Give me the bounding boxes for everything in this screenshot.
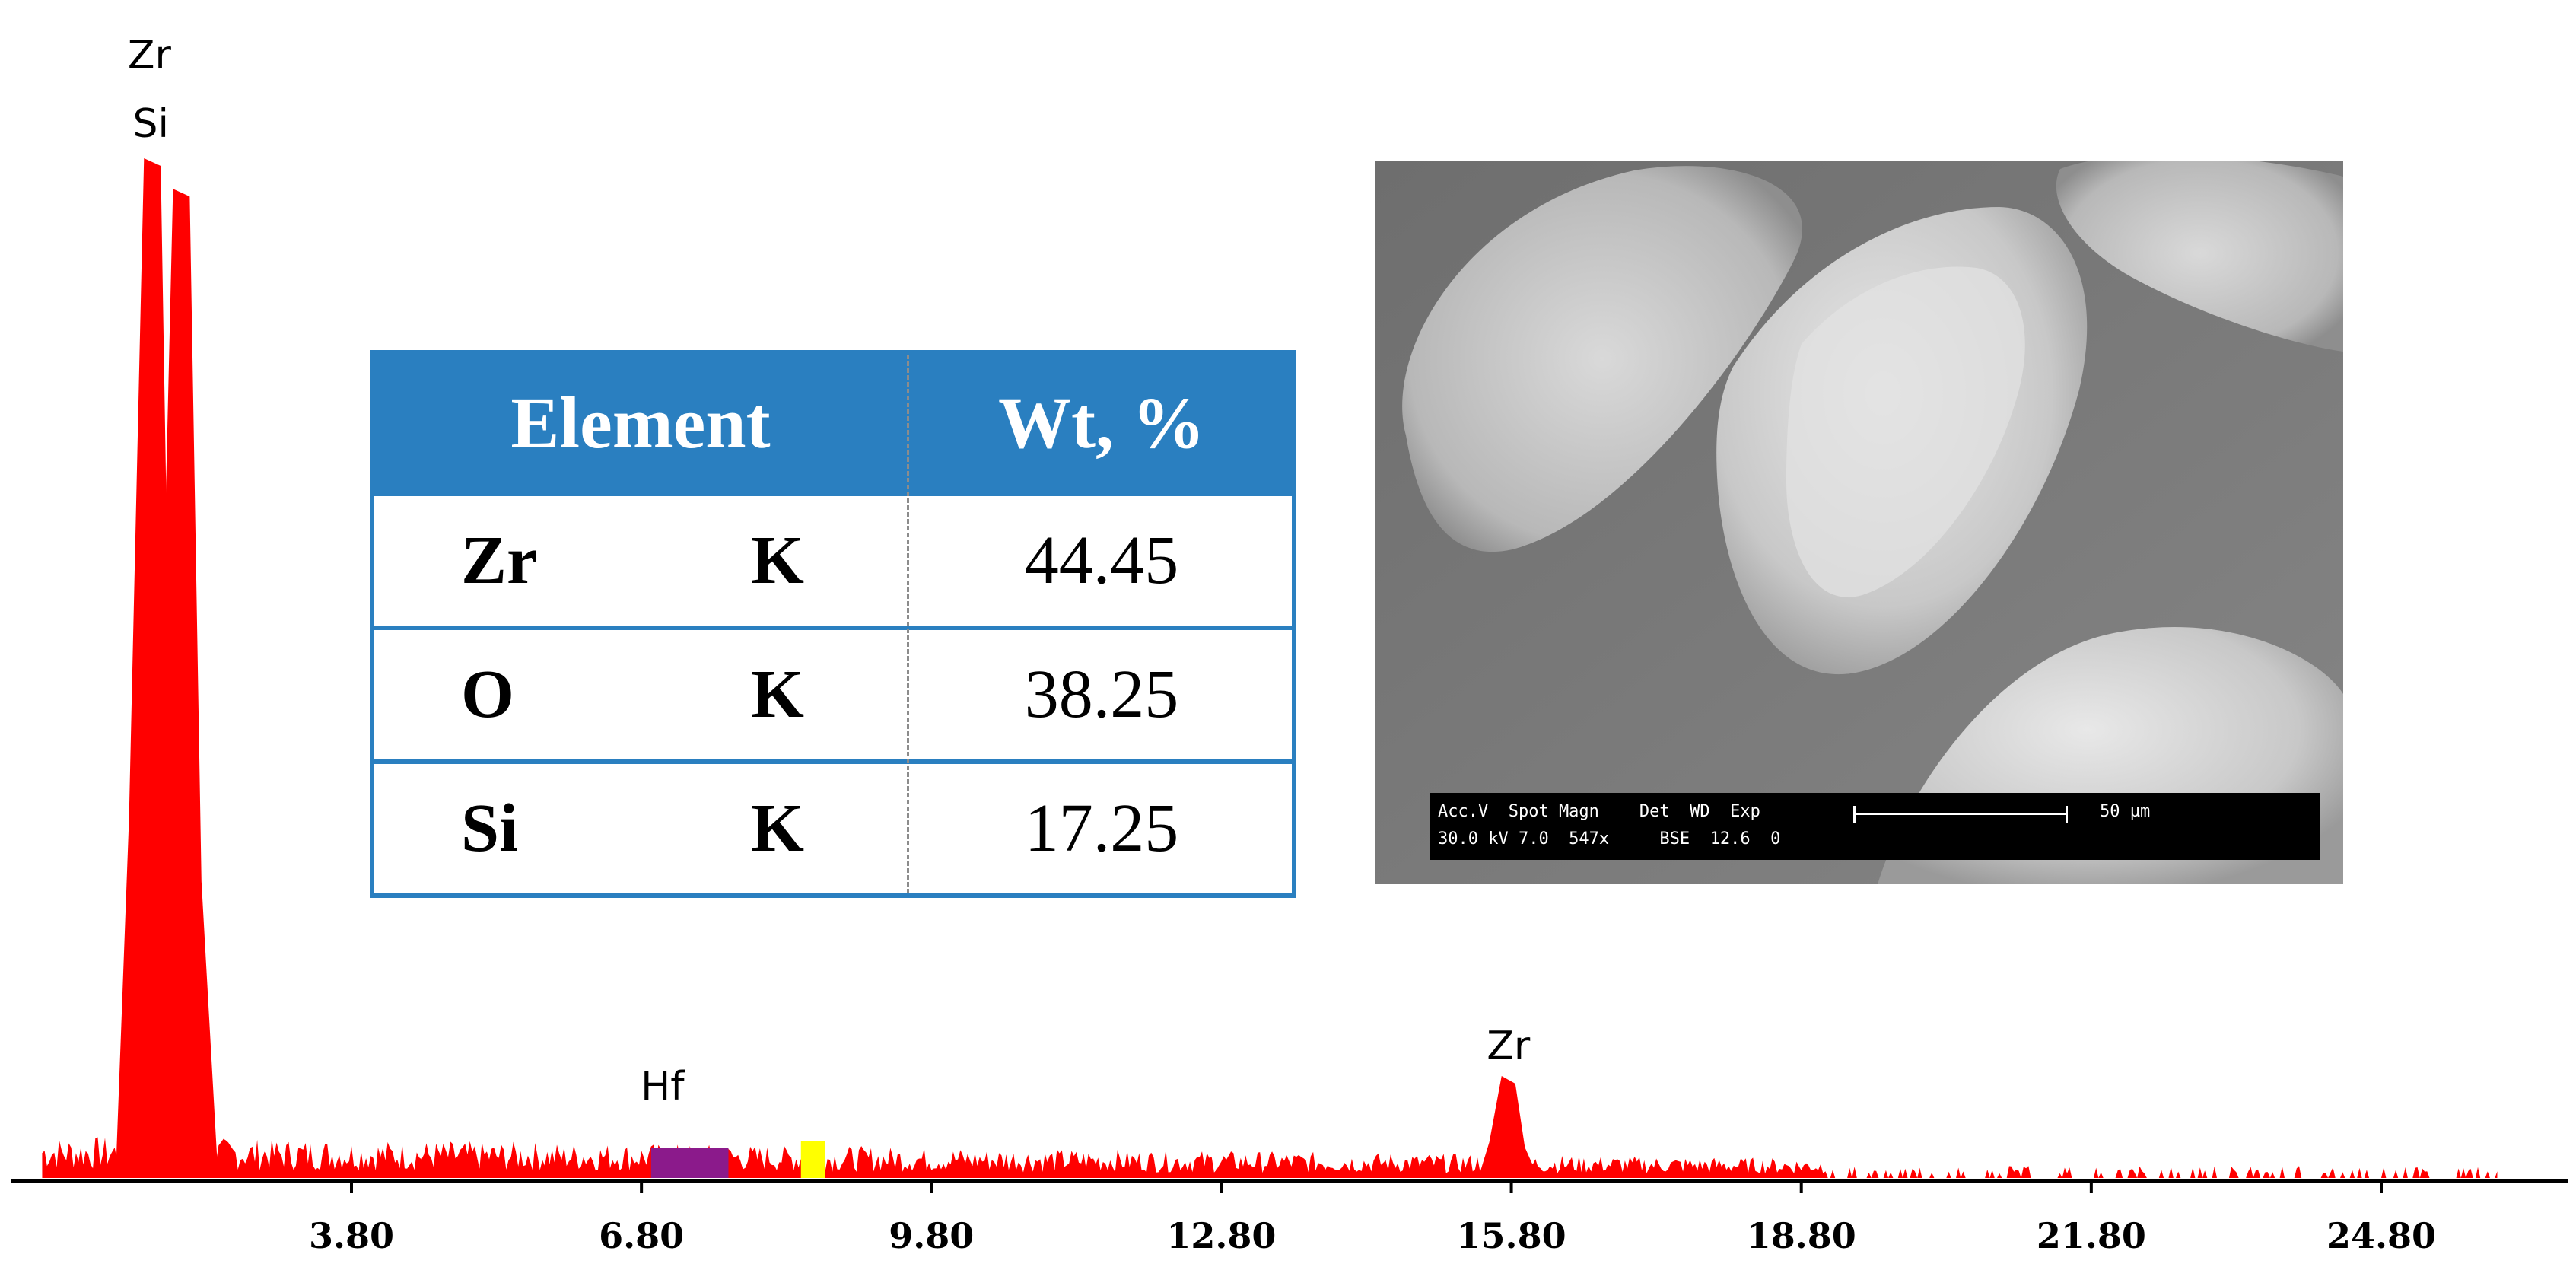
scale-bar bbox=[1853, 806, 2068, 823]
header-element: Element bbox=[510, 382, 771, 463]
grain-top-left bbox=[1402, 166, 1802, 552]
peak-label-zr: Zr bbox=[128, 33, 172, 78]
sem-info-values: 30.0 kV 7.0 547x BSE 12.6 0 bbox=[1438, 829, 1781, 848]
x-tick-label: 6.80 bbox=[599, 1215, 684, 1256]
peak-label-si: Si bbox=[133, 101, 169, 147]
cell-line: K bbox=[751, 523, 805, 598]
peak-zr-3 bbox=[1478, 1076, 1539, 1178]
x-tick-label: 21.80 bbox=[2037, 1215, 2146, 1256]
table-row: Zr K 44.45 bbox=[374, 492, 1292, 626]
column-divider bbox=[907, 355, 909, 893]
x-tick-label: 3.80 bbox=[309, 1215, 394, 1256]
table-header: Element Wt, % bbox=[374, 355, 1292, 492]
cell-element: Si bbox=[461, 791, 519, 866]
table-row: O K 38.25 bbox=[374, 626, 1292, 759]
peak-label-hf: Hf bbox=[641, 1064, 685, 1109]
x-tick-label: 24.80 bbox=[2326, 1215, 2436, 1256]
cell-line: K bbox=[751, 657, 805, 732]
cell-wt: 38.25 bbox=[1024, 657, 1179, 732]
sem-info-bar: Acc.V Spot Magn Det WD Exp 30.0 kV 7.0 5… bbox=[1430, 793, 2320, 860]
spectrum-peaks bbox=[115, 158, 1539, 1179]
peak-label-zr: Zr bbox=[1487, 1023, 1531, 1069]
cell-element: Zr bbox=[461, 523, 537, 598]
peak-labels: Si Zr Hf Zr bbox=[128, 33, 1531, 1109]
composition-table: Element Wt, % Zr K 44.45 O K 38.25 Si K … bbox=[370, 350, 1296, 898]
cell-element: O bbox=[461, 657, 515, 732]
spectrum-continuum bbox=[42, 1137, 2498, 1178]
spectrum-background bbox=[42, 1137, 2498, 1178]
grain-top-right bbox=[2056, 161, 2343, 352]
cell-wt: 44.45 bbox=[1024, 523, 1179, 598]
peak-zr-1 bbox=[144, 189, 218, 1179]
cell-wt: 17.25 bbox=[1024, 791, 1179, 866]
scale-bar-label: 50 µm bbox=[2100, 802, 2151, 821]
x-tick-label: 18.80 bbox=[1747, 1215, 1856, 1256]
sem-image bbox=[1375, 161, 2343, 884]
sem-info-labels: Acc.V Spot Magn Det WD Exp bbox=[1438, 802, 1760, 821]
table-row: Si K 17.25 bbox=[374, 759, 1292, 893]
x-tick-label: 15.80 bbox=[1457, 1215, 1566, 1256]
x-tick-label: 9.80 bbox=[889, 1215, 974, 1256]
peak-marker-band bbox=[800, 1141, 825, 1178]
sem-micrograph: Acc.V Spot Magn Det WD Exp 30.0 kV 7.0 5… bbox=[1375, 161, 2343, 884]
x-axis-ticks: 3.80 6.80 9.80 12.80 15.80 18.80 21.80 24.80 bbox=[309, 1181, 2436, 1256]
cell-line: K bbox=[751, 791, 805, 866]
x-tick-label: 12.80 bbox=[1166, 1215, 1276, 1256]
peak-hf-band bbox=[650, 1148, 729, 1178]
header-wt: Wt, % bbox=[998, 382, 1205, 463]
grain-center-facet bbox=[1786, 266, 2025, 597]
